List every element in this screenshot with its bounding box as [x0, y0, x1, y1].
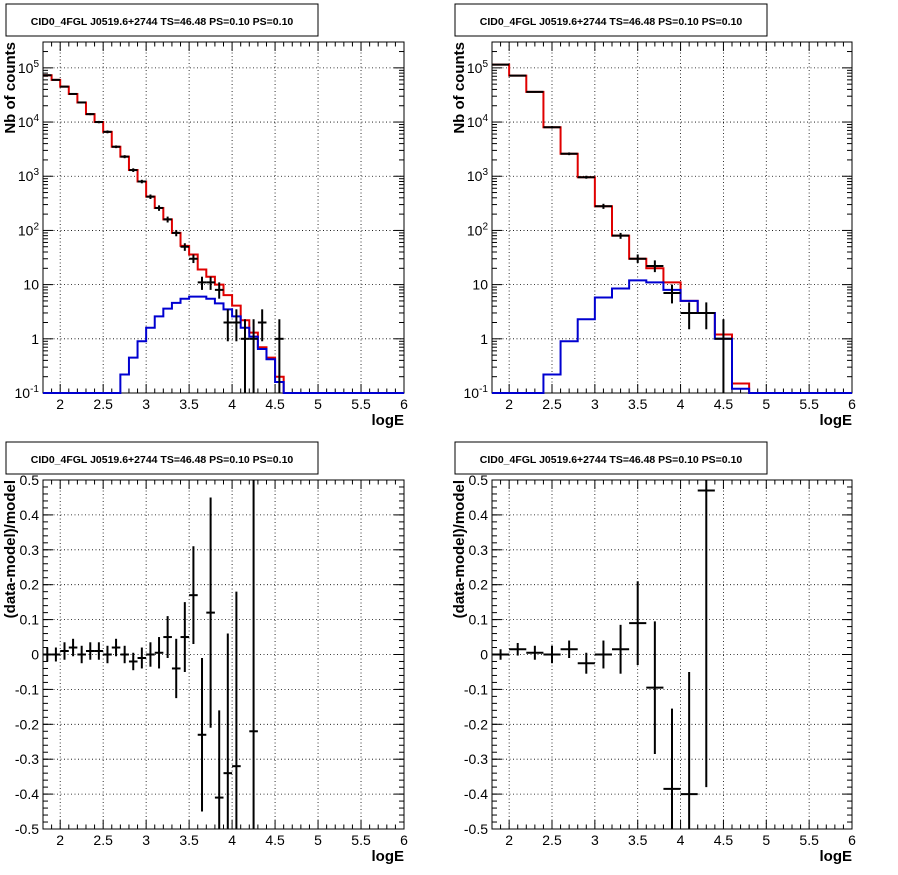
plot-frame: [42, 41, 405, 394]
x-tick-label: 2: [505, 832, 513, 848]
title-box: [454, 3, 768, 37]
x-tick-label: 3: [591, 396, 599, 412]
x-tick-label: 5.5: [799, 396, 819, 412]
chart-title: CID0_4FGL J0519.6+2744 TS=46.48 PS=0.10 …: [480, 16, 743, 28]
y-tick-label: 0: [31, 647, 39, 663]
y-tick-label: 10-1: [15, 384, 40, 401]
y-tick-label: 103: [467, 167, 489, 184]
y-axis-label: (data-model)/model: [451, 480, 468, 618]
chart-title: CID0_4FGL J0519.6+2744 TS=46.48 PS=0.10 …: [31, 16, 294, 28]
y-tick-label: 0.1: [469, 612, 489, 628]
y-tick-label: 105: [467, 59, 489, 76]
y-tick-label: 1: [31, 331, 39, 347]
y-tick-label: 0.1: [20, 612, 40, 628]
y-tick-label: 102: [18, 221, 40, 238]
y-tick-label: 102: [467, 221, 489, 238]
y-tick-label: 0.2: [20, 577, 40, 593]
model-source-histogram: [492, 279, 852, 394]
x-tick-label: 2.5: [542, 396, 562, 412]
y-tick-label: 104: [18, 113, 40, 130]
x-axis-label: logE: [820, 412, 853, 429]
x-tick-label: 3: [142, 396, 150, 412]
chart-title: CID0_4FGL J0519.6+2744 TS=46.48 PS=0.10 …: [480, 454, 743, 466]
x-axis-label: logE: [372, 412, 405, 429]
y-tick-label: -0.2: [464, 716, 488, 732]
x-tick-label: 6: [848, 832, 856, 848]
y-tick-label: 10-1: [464, 384, 489, 401]
x-tick-label: 4.5: [265, 832, 285, 848]
y-tick-label: -0.1: [464, 681, 488, 697]
x-tick-label: 3.5: [179, 832, 199, 848]
x-axis-label: logE: [820, 848, 853, 865]
x-tick-label: 4: [677, 396, 685, 412]
y-tick-label: -0.4: [464, 786, 488, 802]
plot-frame: [491, 41, 853, 394]
x-tick-label: 3: [591, 832, 599, 848]
y-tick-label: 0.5: [20, 472, 40, 488]
y-tick-label: 1: [480, 331, 488, 347]
x-tick-label: 2: [56, 396, 64, 412]
chart-title: CID0_4FGL J0519.6+2744 TS=46.48 PS=0.10 …: [31, 454, 294, 466]
y-tick-label: 10: [23, 277, 39, 293]
x-tick-label: 5.5: [351, 832, 371, 848]
model-source-histogram: [43, 295, 404, 394]
y-tick-label: 0.2: [469, 577, 489, 593]
y-tick-label: 0.4: [469, 507, 489, 523]
y-tick-label: 0.4: [20, 507, 40, 523]
y-axis-label: (data-model)/model: [2, 480, 19, 618]
x-tick-label: 2: [505, 396, 513, 412]
y-tick-label: -0.3: [464, 751, 488, 767]
y-tick-label: -0.5: [464, 821, 488, 837]
title-box: [454, 441, 768, 475]
x-tick-label: 4.5: [265, 396, 285, 412]
y-tick-label: 104: [467, 113, 489, 130]
y-tick-label: -0.1: [15, 681, 39, 697]
y-tick-label: 0: [480, 647, 488, 663]
y-tick-label: 105: [18, 59, 40, 76]
x-tick-label: 6: [400, 832, 408, 848]
y-axis-label: Nb of counts: [2, 42, 19, 134]
x-tick-label: 3: [142, 832, 150, 848]
y-tick-label: -0.2: [15, 716, 39, 732]
x-tick-label: 3.5: [628, 396, 648, 412]
title-box: [5, 3, 319, 37]
x-tick-label: 6: [848, 396, 856, 412]
x-tick-label: 4: [228, 832, 236, 848]
y-tick-label: 0.5: [469, 472, 489, 488]
x-tick-label: 5: [762, 832, 770, 848]
y-tick-label: -0.4: [15, 786, 39, 802]
title-box: [5, 441, 319, 475]
y-tick-label: 0.3: [469, 542, 489, 558]
x-tick-label: 5: [314, 832, 322, 848]
x-tick-label: 5: [314, 396, 322, 412]
x-tick-label: 4.5: [714, 396, 734, 412]
x-tick-label: 2.5: [93, 396, 113, 412]
x-tick-label: 4.5: [714, 832, 734, 848]
y-tick-label: 10: [472, 277, 488, 293]
x-tick-label: 3.5: [628, 832, 648, 848]
x-axis-label: logE: [372, 848, 405, 865]
x-tick-label: 3.5: [179, 396, 199, 412]
x-tick-label: 5: [762, 396, 770, 412]
x-tick-label: 5.5: [799, 832, 819, 848]
x-tick-label: 2.5: [93, 832, 113, 848]
x-tick-label: 6: [400, 396, 408, 412]
y-tick-label: -0.5: [15, 821, 39, 837]
y-tick-label: 0.3: [20, 542, 40, 558]
x-tick-label: 2: [56, 832, 64, 848]
y-axis-label: Nb of counts: [451, 42, 468, 134]
y-tick-label: -0.3: [15, 751, 39, 767]
x-tick-label: 5.5: [351, 396, 371, 412]
x-tick-label: 2.5: [542, 832, 562, 848]
plot-frame: [42, 479, 405, 830]
y-tick-label: 103: [18, 167, 40, 184]
x-tick-label: 4: [677, 832, 685, 848]
x-tick-label: 4: [228, 396, 236, 412]
